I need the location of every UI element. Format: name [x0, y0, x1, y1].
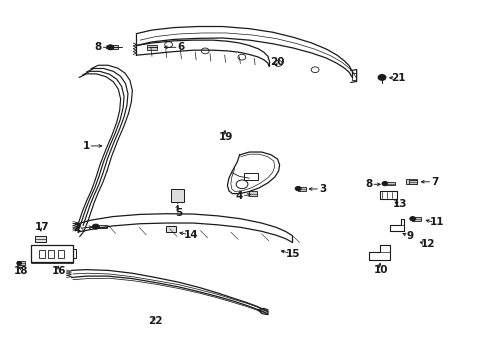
Text: 11: 11 [429, 217, 444, 227]
Text: 19: 19 [218, 132, 233, 142]
Circle shape [295, 186, 301, 191]
Text: 1: 1 [82, 141, 89, 151]
Text: 21: 21 [390, 73, 405, 83]
Bar [351, 73, 355, 80]
Bar [408, 180, 416, 184]
Text: 5: 5 [175, 208, 182, 218]
Text: 4: 4 [235, 191, 243, 201]
Bar [411, 217, 420, 221]
Text: 3: 3 [318, 184, 325, 194]
Text: 13: 13 [392, 199, 407, 210]
Text: 7: 7 [430, 177, 437, 187]
Text: 20: 20 [270, 57, 285, 67]
Bar [147, 45, 157, 50]
Bar [386, 182, 394, 185]
Circle shape [381, 181, 387, 186]
Bar [109, 45, 118, 49]
Text: 9: 9 [406, 231, 413, 240]
Text: 8: 8 [365, 179, 372, 189]
Bar [165, 226, 176, 232]
Bar [99, 225, 107, 228]
Circle shape [92, 224, 99, 229]
Text: 8: 8 [94, 42, 102, 52]
Bar [58, 250, 64, 258]
Bar [297, 186, 306, 190]
Circle shape [377, 75, 385, 80]
Polygon shape [258, 309, 267, 315]
Text: 6: 6 [177, 42, 184, 52]
Bar [406, 179, 410, 184]
Bar [17, 261, 25, 265]
Text: 2: 2 [73, 224, 80, 233]
Text: 10: 10 [373, 265, 387, 275]
Text: 18: 18 [14, 266, 28, 276]
Text: 15: 15 [285, 248, 300, 258]
Bar [48, 250, 54, 258]
Text: 17: 17 [35, 222, 49, 232]
Circle shape [409, 217, 415, 221]
Bar [35, 236, 45, 242]
Bar [244, 173, 258, 180]
Text: 16: 16 [52, 266, 66, 276]
Text: 22: 22 [148, 316, 163, 325]
Bar [249, 192, 257, 196]
Bar [171, 189, 183, 202]
Bar [39, 250, 44, 258]
Circle shape [107, 45, 114, 50]
Circle shape [17, 261, 21, 265]
Text: 12: 12 [420, 239, 434, 249]
Text: 14: 14 [183, 230, 198, 239]
Bar [412, 179, 416, 184]
